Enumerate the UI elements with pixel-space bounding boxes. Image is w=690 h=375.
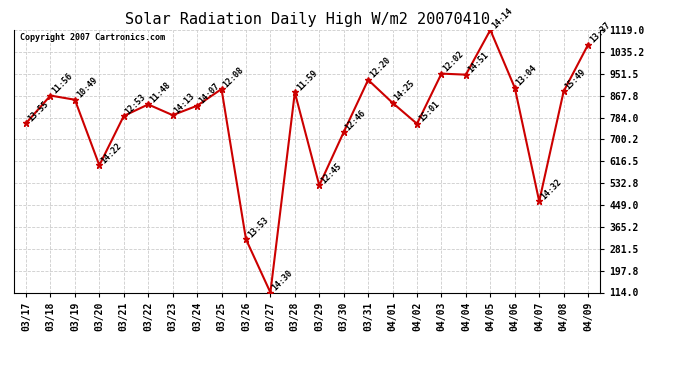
Text: 11:59: 11:59 <box>295 68 319 92</box>
Text: 12:53: 12:53 <box>124 92 148 116</box>
Text: 14:22: 14:22 <box>99 141 124 165</box>
Text: 14:25: 14:25 <box>393 79 417 103</box>
Text: 14:51: 14:51 <box>466 51 490 75</box>
Title: Solar Radiation Daily High W/m2 20070410: Solar Radiation Daily High W/m2 20070410 <box>125 12 489 27</box>
Text: 13:53: 13:53 <box>246 215 270 239</box>
Text: 14:14: 14:14 <box>491 6 514 30</box>
Text: 15:01: 15:01 <box>417 100 441 124</box>
Text: 13:37: 13:37 <box>588 21 612 45</box>
Text: 14:30: 14:30 <box>270 268 295 292</box>
Text: 14:07: 14:07 <box>197 82 221 106</box>
Text: 15:49: 15:49 <box>564 68 588 92</box>
Text: 14:32: 14:32 <box>539 177 563 201</box>
Text: 10:49: 10:49 <box>75 76 99 100</box>
Text: 12:02: 12:02 <box>442 50 466 74</box>
Text: 12:08: 12:08 <box>221 65 246 89</box>
Text: 13:55: 13:55 <box>26 99 50 123</box>
Text: 11:48: 11:48 <box>148 80 172 105</box>
Text: 12:45: 12:45 <box>319 161 344 185</box>
Text: 12:20: 12:20 <box>368 56 392 80</box>
Text: 14:13: 14:13 <box>172 91 197 115</box>
Text: 11:56: 11:56 <box>50 72 75 96</box>
Text: Copyright 2007 Cartronics.com: Copyright 2007 Cartronics.com <box>19 33 165 42</box>
Text: 12:46: 12:46 <box>344 108 368 132</box>
Text: 13:04: 13:04 <box>515 64 539 88</box>
